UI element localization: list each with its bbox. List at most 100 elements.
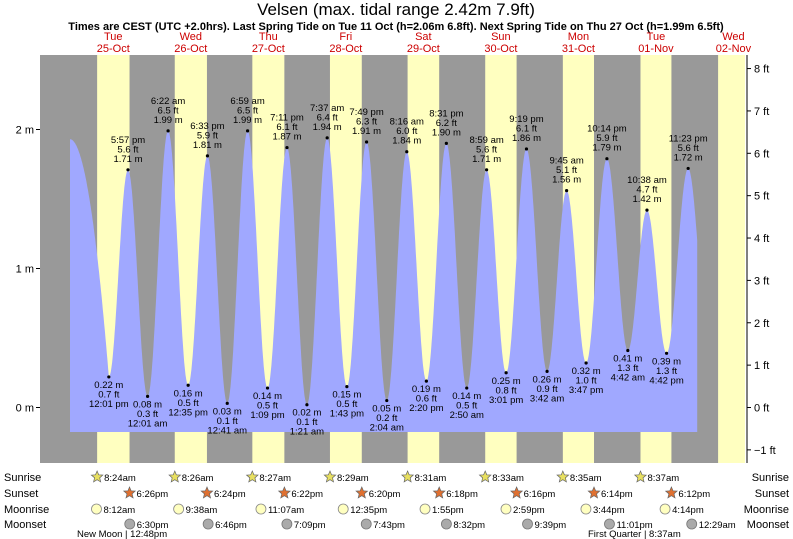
sunrise-time: 8:24am (104, 473, 136, 484)
tide-label: 0.3 ft (137, 409, 158, 420)
tide-point (645, 208, 649, 212)
tide-label: 7:49 pm (349, 107, 383, 118)
date-label: 29-Oct (407, 43, 440, 55)
tide-label: 0.6 ft (416, 394, 437, 405)
tide-point (145, 394, 150, 398)
tide-label: 6.1 ft (516, 123, 537, 134)
tide-label: 12:01 pm (89, 399, 129, 410)
tide-label: 3:47 pm (569, 385, 603, 396)
sunrise-icon (323, 470, 337, 483)
tide-point (225, 401, 229, 405)
y-right-tick-label: 8 ft (754, 64, 769, 76)
tide-label: 0.5 ft (257, 401, 278, 412)
sunrise-icon (90, 470, 104, 483)
tide-label: 3:01 pm (489, 395, 523, 406)
row-label-right: Sunset (755, 488, 789, 500)
tide-point (444, 141, 448, 145)
tide-label: 1.94 m (313, 122, 342, 133)
tide-label: 5.9 ft (596, 133, 617, 144)
moonrise-icon (337, 503, 349, 515)
moonrise-time: 8:12am (103, 505, 135, 516)
daylight-band (718, 55, 745, 463)
tide-label: 1.90 m (432, 127, 461, 138)
tide-label: 0.32 m (572, 366, 601, 377)
tide-label: 0.2 ft (376, 413, 397, 424)
moonset-icon (522, 518, 533, 530)
tide-label: 1.86 m (512, 133, 541, 144)
tide-point (405, 150, 409, 154)
moonrise-time: 3:44pm (593, 505, 625, 516)
moonrise-icon (91, 503, 102, 515)
tide-label: 6:33 pm (190, 121, 224, 132)
y-left-tick-label: 0 m (16, 403, 34, 415)
tide-area (70, 130, 698, 432)
tide-label: 1.71 m (472, 154, 501, 165)
moonset-time: 9:39pm (535, 520, 567, 531)
y-right-tick-label: 2 ft (754, 318, 769, 330)
moonset-icon (124, 518, 136, 530)
sunset-icon (122, 486, 137, 499)
moonset-icon (441, 518, 452, 530)
tide-label: 5.6 ft (476, 144, 497, 155)
tide-label: 1.91 m (352, 126, 381, 137)
tide-label: 1:21 am (290, 427, 324, 438)
tide-label: 0.5 ft (456, 401, 477, 412)
sunset-time: 6:14pm (601, 489, 633, 500)
tide-label: 6.2 ft (436, 118, 457, 129)
tide-point (545, 369, 549, 373)
tide-point (565, 189, 569, 193)
tide-point (186, 383, 190, 387)
y-right-tick-label: 7 ft (754, 106, 769, 118)
sunrise-icon (168, 470, 182, 483)
sunrise-time: 8:31am (415, 473, 447, 484)
chart-title: Velsen (max. tidal range 2.42m 7.9ft) (257, 0, 535, 19)
tide-point (285, 145, 289, 150)
moonset-time: 12:29am (699, 520, 736, 531)
tide-label: 1.99 m (154, 115, 183, 126)
sunset-icon (587, 486, 601, 499)
sunrise-time: 8:37am (647, 473, 679, 484)
tide-label: 1.84 m (392, 136, 421, 147)
moonset-icon (281, 518, 293, 530)
moonrise-time: 1:55pm (432, 505, 464, 516)
sunset-time: 6:18pm (446, 489, 478, 500)
tide-label: 6:22 am (151, 96, 185, 107)
row-label-right: Moonrise (744, 504, 789, 516)
tide-label: 0.5 ft (178, 398, 199, 409)
moonrise-icon (580, 503, 592, 515)
moonrise-time: 4:14pm (672, 505, 704, 516)
tide-point (205, 154, 210, 158)
tide-label: 0.41 m (613, 354, 642, 365)
moonset-icon (604, 518, 615, 530)
tide-point (605, 157, 609, 161)
moonset-time: 6:46pm (215, 520, 247, 531)
tide-label: 0.39 m (652, 356, 681, 367)
sunset-icon (510, 486, 524, 499)
tide-label: 1.0 ft (576, 376, 597, 387)
tide-label: 1.3 ft (656, 366, 677, 377)
moonrise-time: 11:07am (268, 505, 304, 516)
tide-label: 10:38 am (627, 175, 667, 186)
tide-label: 2:50 am (450, 410, 484, 421)
tide-label: 0.19 m (412, 384, 441, 395)
date-label: 30-Oct (484, 43, 517, 55)
y-right-tick-label: 5 ft (754, 191, 769, 203)
moonrise-icon (419, 503, 431, 515)
tide-point (626, 348, 630, 353)
tide-label: 7:11 pm (270, 113, 304, 124)
y-right-tick-label: 4 ft (754, 233, 769, 245)
tide-point (686, 166, 690, 171)
tide-label: 0.26 m (533, 374, 562, 385)
tide-label: 0.02 m (292, 408, 321, 419)
tide-label: 1.81 m (193, 140, 222, 151)
tide-label: 1.72 m (674, 152, 703, 163)
date-label: 01-Nov (638, 43, 674, 55)
sunset-icon (200, 486, 214, 499)
day-labels: Tue25-OctWed26-OctThu27-OctFri28-OctSat2… (97, 31, 752, 55)
moonrise-icon (173, 503, 185, 515)
tide-label: 3:42 am (530, 393, 564, 404)
moonrise-time: 2:59pm (513, 505, 545, 516)
day-of-week-label: Sat (415, 31, 432, 43)
